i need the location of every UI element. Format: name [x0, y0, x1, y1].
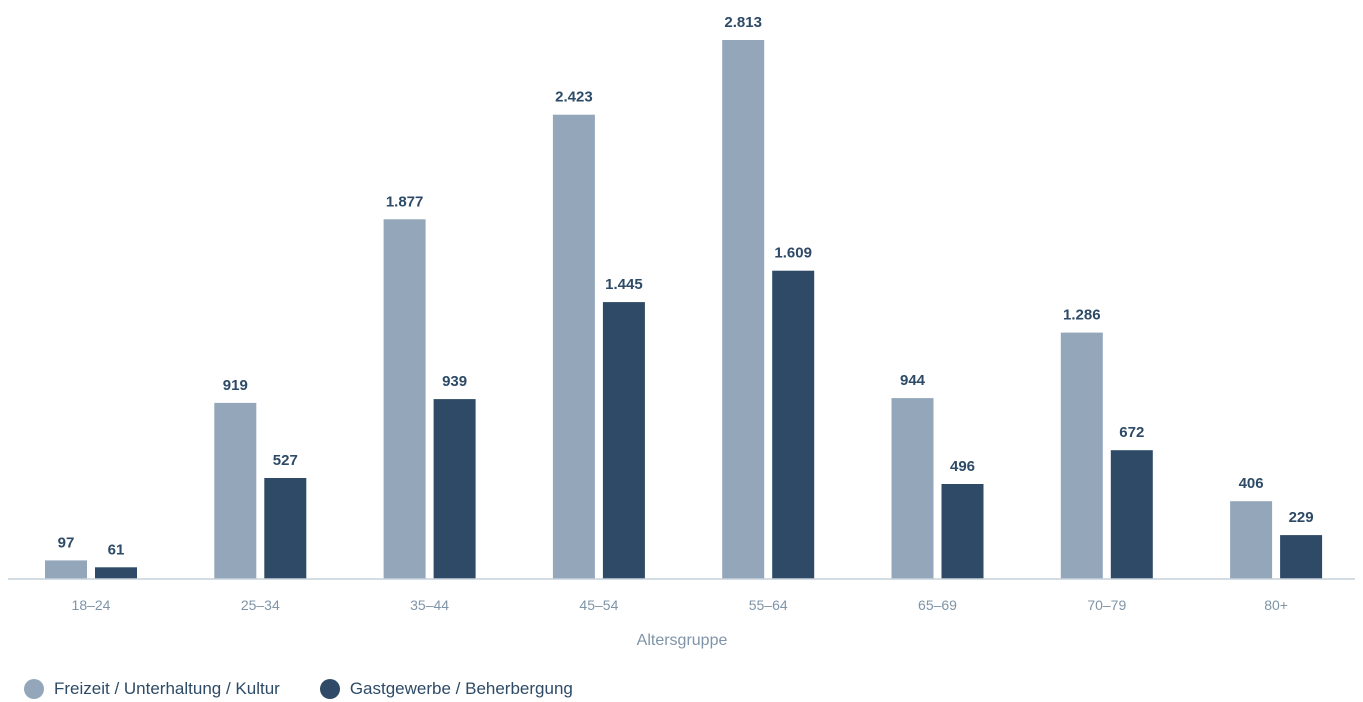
- value-labels-group: 97 61 919 527 1.877 939 2.423 1.445 2.813 1.609 94…: [58, 14, 1314, 558]
- x-tick-label-4: 55–64: [749, 597, 788, 613]
- bar-s1-6[interactable]: [1110, 450, 1153, 579]
- x-tick-label-5: 65–69: [918, 597, 957, 613]
- bar-s1-7[interactable]: [1280, 535, 1323, 579]
- x-tick-label-1: 25–34: [241, 597, 280, 613]
- value-label-s0-7: 406: [1239, 475, 1264, 492]
- x-tick-labels-group: 18–24 25–34 35–44 45–54 55–64 65–69 70–79 80+: [72, 597, 1288, 613]
- value-label-s1-7: 229: [1289, 509, 1314, 526]
- value-label-s1-0: 61: [108, 541, 125, 558]
- legend-item-freizeit[interactable]: Freizeit / Unterhaltung / Kultur: [24, 679, 280, 699]
- legend-item-gastgewerbe[interactable]: Gastgewerbe / Beherbergung: [319, 679, 573, 699]
- x-tick-label-7: 80+: [1264, 597, 1288, 613]
- x-tick-label-2: 35–44: [410, 597, 449, 613]
- value-label-s1-5: 496: [950, 458, 975, 475]
- value-label-s0-1: 919: [223, 377, 248, 394]
- x-tick-label-6: 70–79: [1087, 597, 1126, 613]
- bar-s1-2[interactable]: [433, 399, 476, 579]
- bar-s0-5[interactable]: [891, 398, 934, 579]
- bar-s0-0[interactable]: [45, 560, 87, 579]
- legend-label-freizeit: Freizeit / Unterhaltung / Kultur: [54, 679, 280, 698]
- value-label-s0-5: 944: [900, 372, 926, 389]
- bar-s0-7[interactable]: [1230, 501, 1273, 579]
- bars-group: [45, 40, 1323, 580]
- value-label-s0-4: 2.813: [724, 14, 762, 31]
- legend-label-gastgewerbe: Gastgewerbe / Beherbergung: [349, 679, 573, 698]
- bar-s0-1[interactable]: [214, 402, 257, 579]
- bar-s0-6[interactable]: [1060, 332, 1103, 579]
- legend-swatch-freizeit: [24, 679, 44, 699]
- value-label-s1-1: 527: [273, 452, 298, 469]
- x-tick-label-3: 45–54: [579, 597, 618, 613]
- bar-s0-2[interactable]: [383, 219, 426, 580]
- bar-s0-4[interactable]: [722, 40, 765, 579]
- value-label-s0-6: 1.286: [1063, 307, 1101, 324]
- value-label-s0-3: 2.423: [555, 89, 593, 106]
- value-label-s0-0: 97: [58, 534, 75, 551]
- bar-chart: 97 61 919 527 1.877 939 2.423 1.445 2.813 1.609 94…: [8, 14, 1355, 649]
- bar-s1-5[interactable]: [941, 484, 984, 579]
- value-label-s0-2: 1.877: [386, 193, 424, 210]
- bar-s1-3[interactable]: [602, 302, 645, 579]
- bar-s0-3[interactable]: [552, 114, 595, 579]
- value-label-s1-4: 1.609: [774, 245, 812, 262]
- legend: Freizeit / Unterhaltung / Kultur Gastgew…: [24, 679, 613, 699]
- bar-s1-0[interactable]: [95, 567, 137, 579]
- bar-s1-1[interactable]: [264, 478, 307, 579]
- value-label-s1-6: 672: [1119, 424, 1144, 441]
- value-label-s1-3: 1.445: [605, 276, 643, 293]
- x-axis-title: Altersgruppe: [637, 632, 728, 649]
- legend-swatch-gastgewerbe: [319, 679, 340, 699]
- x-tick-label-0: 18–24: [72, 597, 111, 613]
- value-label-s1-2: 939: [442, 373, 467, 390]
- bar-s1-4[interactable]: [772, 270, 815, 579]
